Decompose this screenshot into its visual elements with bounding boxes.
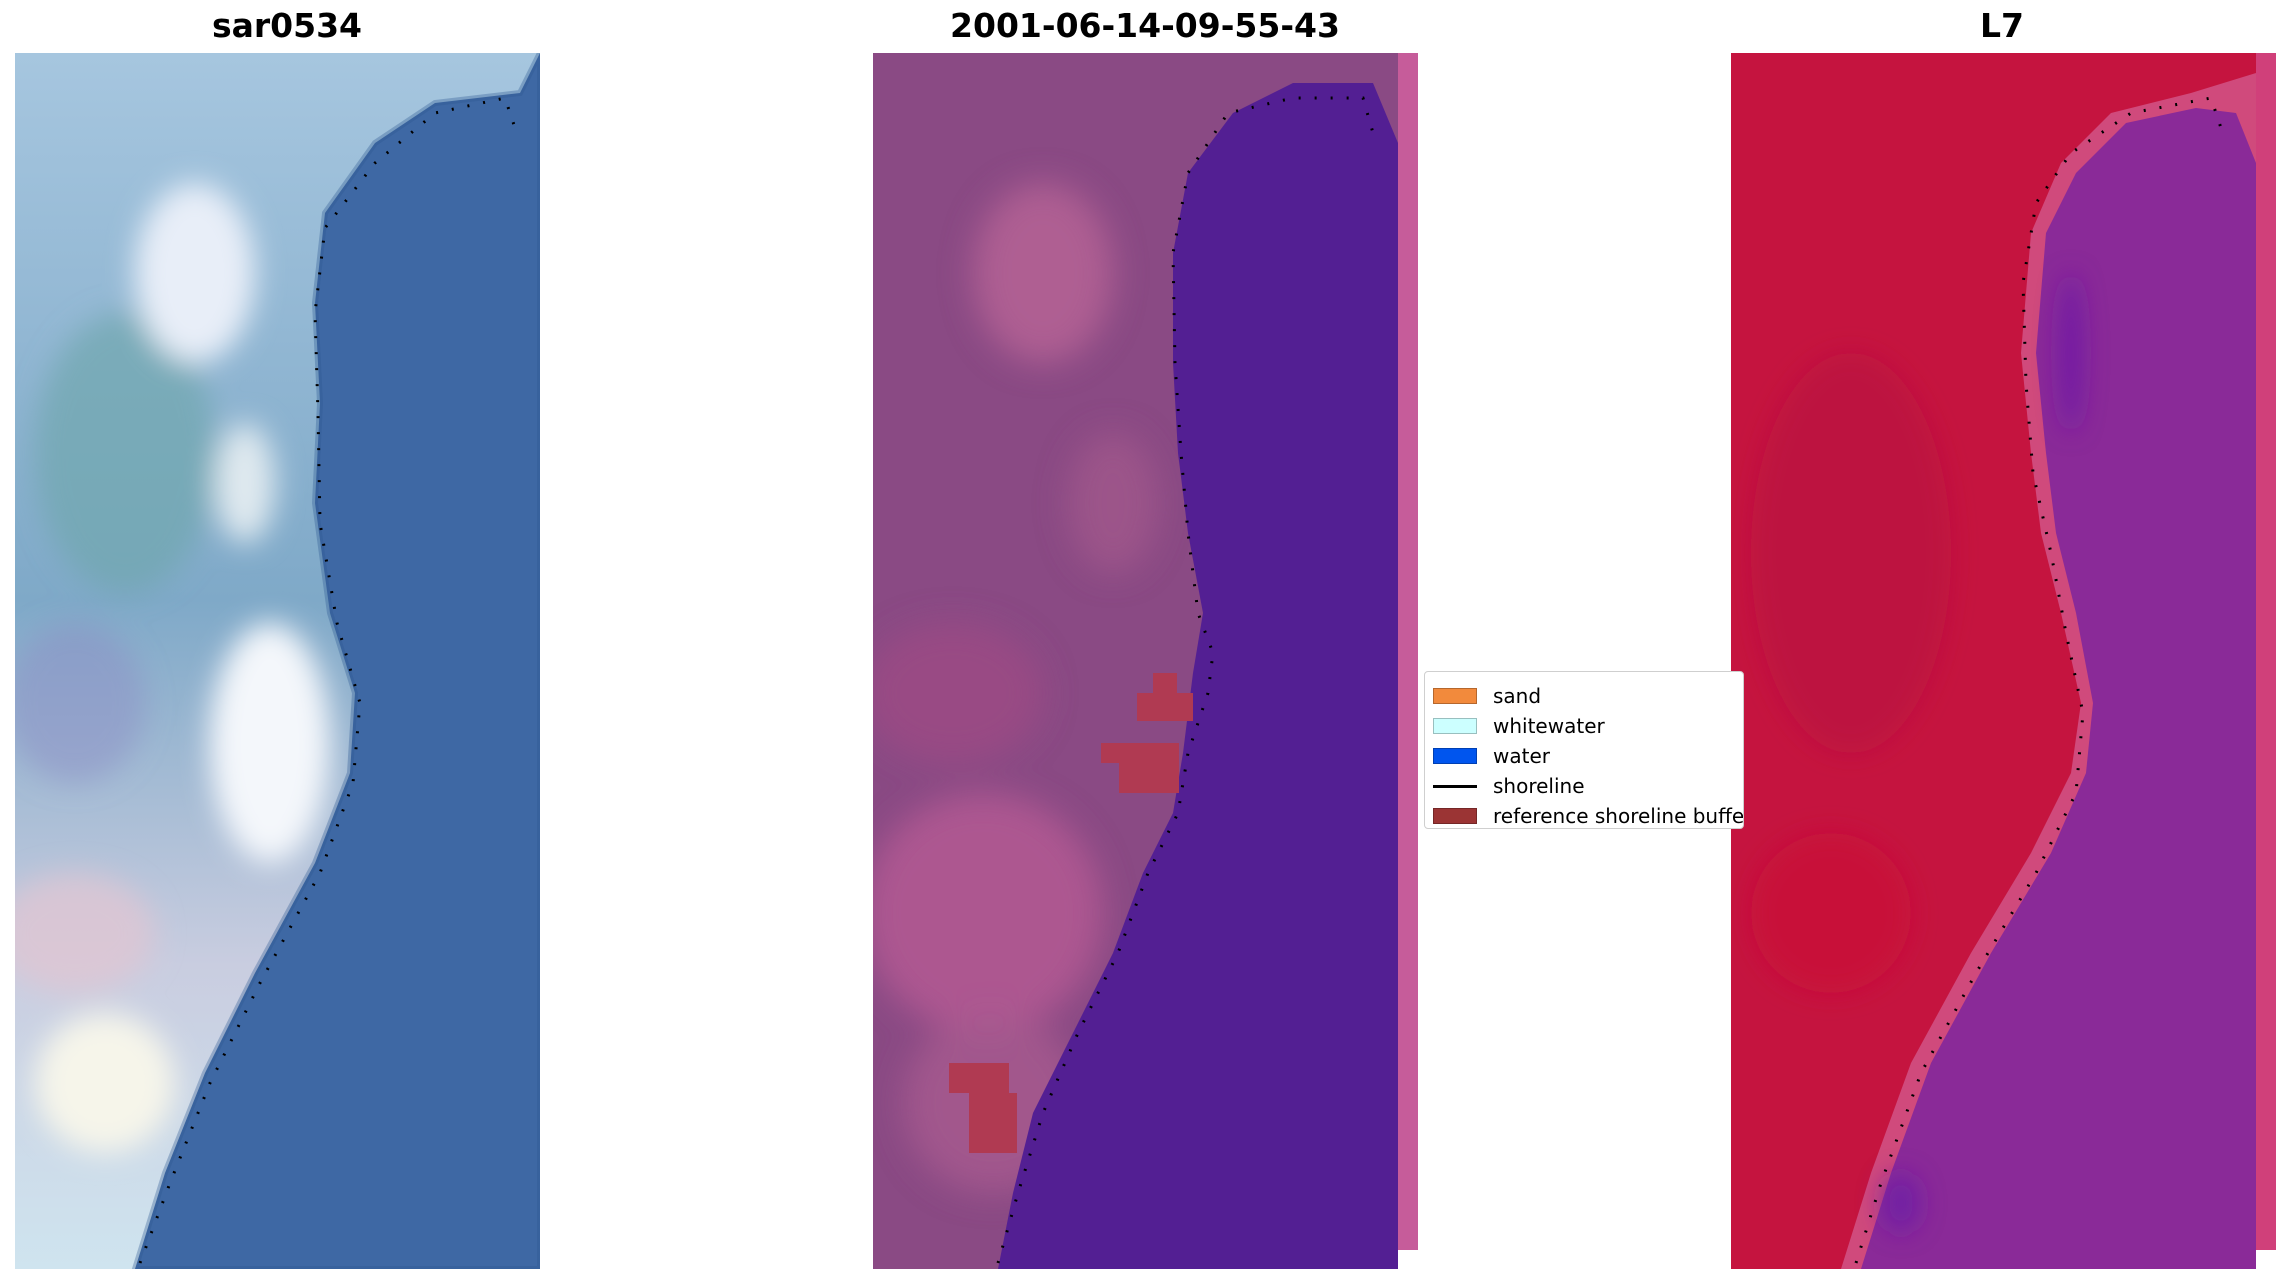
legend-item-water: water — [1433, 744, 1550, 768]
legend-label-shoreline: shoreline — [1493, 774, 1585, 798]
shoreline-line-swatch — [1433, 784, 1477, 788]
panel-title-ndwi: L7 — [1980, 6, 2024, 45]
sand-swatch — [1433, 688, 1477, 704]
rgb-satellite-image — [15, 53, 540, 1269]
legend-label-sand: sand — [1493, 684, 1542, 708]
legend-item-reference-buffer: reference shoreline buffer — [1433, 804, 1744, 828]
reference-buffer-swatch — [1433, 808, 1477, 824]
panel-title-rgb: sar0534 — [211, 6, 363, 45]
ndwi-image — [1731, 53, 2276, 1269]
legend-item-shoreline: shoreline — [1433, 774, 1585, 798]
classification-image — [873, 53, 1418, 1269]
legend-label-whitewater: whitewater — [1493, 714, 1605, 738]
legend-label-water: water — [1493, 744, 1550, 768]
whitewater-swatch — [1433, 718, 1477, 734]
legend-item-whitewater: whitewater — [1433, 714, 1605, 738]
legend-label-reference-buffer: reference shoreline buffer — [1493, 804, 1744, 828]
legend-item-sand: sand — [1433, 684, 1541, 708]
panel-title-classification: 2001-06-14-09-55-43 — [950, 6, 1340, 45]
water-swatch — [1433, 748, 1477, 764]
legend: sand whitewater water shoreline referenc… — [1424, 671, 1744, 829]
